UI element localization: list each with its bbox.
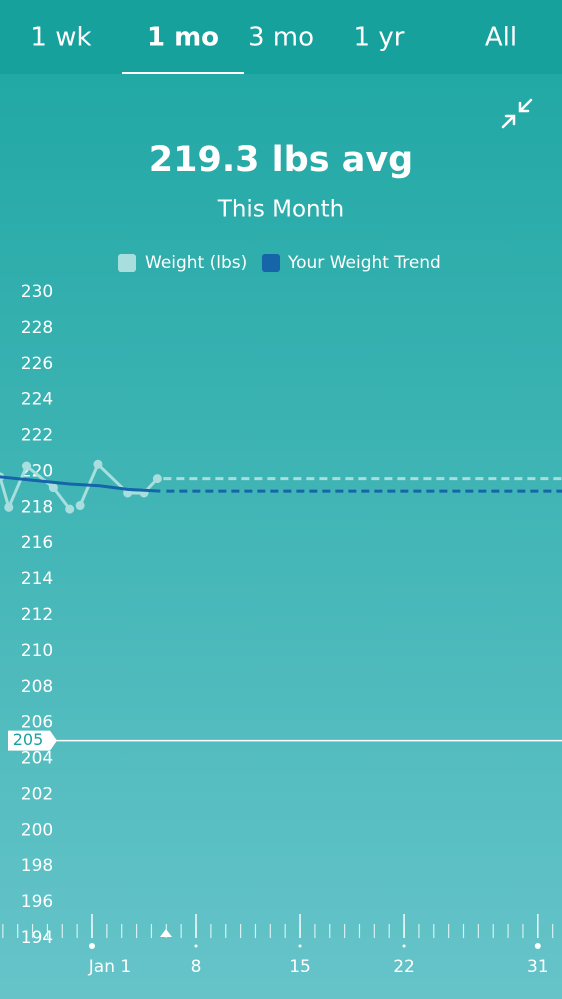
y-tick-label: 210 [21, 641, 53, 661]
weight-point [4, 502, 14, 512]
weight-point [75, 501, 85, 511]
x-tick-label: 15 [289, 957, 311, 977]
legend-swatch [262, 254, 280, 272]
y-tick-label: 206 [21, 713, 53, 733]
x-tick-dot [194, 944, 198, 948]
y-tick-label: 228 [21, 318, 53, 338]
x-tick-dot [298, 944, 302, 948]
tab[interactable]: 1 mo [147, 23, 219, 53]
legend-label: Your Weight Trend [287, 253, 441, 273]
x-tick-label: 22 [393, 957, 415, 977]
tab-bar [0, 0, 562, 74]
y-tick-label: 230 [21, 282, 53, 302]
x-tick-label: Jan 1 [88, 957, 131, 977]
x-tick-dot [89, 943, 95, 949]
legend-label: Weight (lbs) [145, 253, 247, 273]
goal-flag [8, 730, 57, 751]
legend-swatch [118, 254, 136, 272]
collapse-icon[interactable] [501, 98, 533, 129]
weight-point [65, 504, 75, 514]
y-tick-label: 198 [21, 856, 53, 876]
tab-underline [122, 72, 244, 74]
weight-point [152, 474, 162, 484]
weight-point [22, 461, 32, 471]
y-tick-label: 224 [21, 390, 53, 410]
weight-point [48, 483, 58, 493]
y-tick-label: 214 [21, 569, 53, 589]
goal-label: 205 [13, 730, 44, 749]
y-tick-label: 202 [21, 784, 53, 804]
y-tick-label: 196 [21, 892, 53, 912]
tab[interactable]: 1 yr [354, 23, 405, 53]
y-tick-label: 212 [21, 605, 53, 625]
x-tick-dot [534, 943, 541, 949]
tab[interactable]: 3 mo [248, 23, 314, 53]
y-tick-label: 204 [21, 749, 53, 769]
chart-title: 219.3 lbs avg [149, 140, 413, 180]
y-tick-label: 226 [21, 354, 53, 374]
x-tick-dot [402, 944, 406, 948]
y-tick-label: 222 [21, 426, 53, 446]
tab[interactable]: All [485, 23, 517, 53]
tab[interactable]: 1 wk [30, 23, 91, 53]
y-tick-label: 218 [21, 497, 53, 517]
weight-point [93, 459, 103, 469]
y-tick-label: 194 [21, 928, 53, 948]
y-tick-label: 200 [21, 820, 53, 840]
series-line [0, 475, 161, 493]
x-tick-label: 8 [191, 957, 202, 977]
x-tick-label: 31 [527, 957, 549, 977]
y-tick-label: 208 [21, 677, 53, 697]
chart-subtitle: This Month [217, 197, 344, 223]
y-tick-label: 216 [21, 533, 53, 553]
